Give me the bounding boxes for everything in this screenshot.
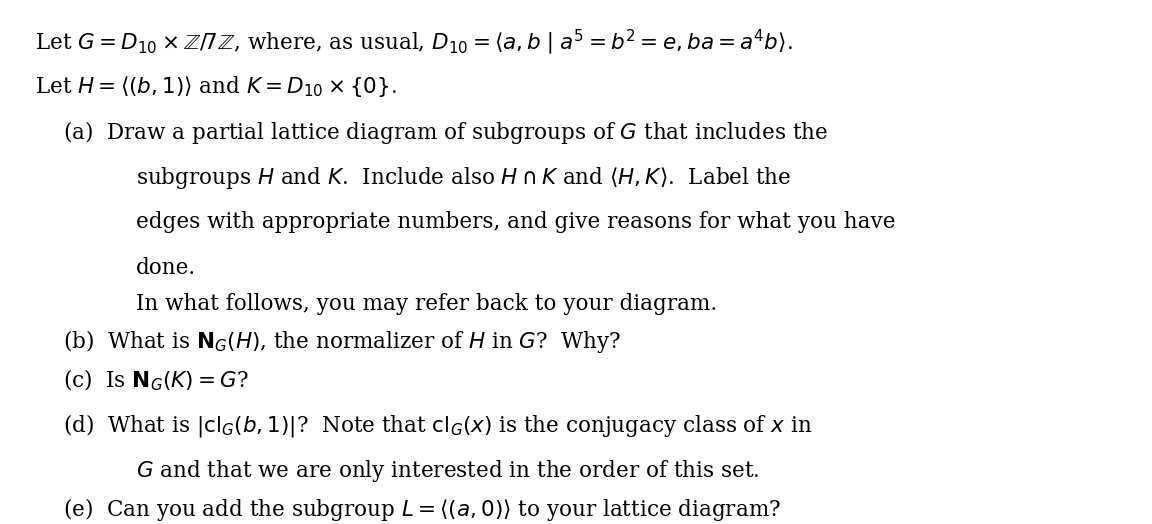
Text: (c)  Is $\mathbf{N}_{G}(K) = G$?: (c) Is $\mathbf{N}_{G}(K) = G$? [63, 368, 249, 394]
Text: Let $H = \langle(b, 1)\rangle$ and $K = D_{10} \times \{0\}$.: Let $H = \langle(b, 1)\rangle$ and $K = … [35, 74, 396, 99]
Text: Let $G = D_{10} \times \mathbb{Z}/7\mathbb{Z}$, where, as usual, $D_{10} = \lang: Let $G = D_{10} \times \mathbb{Z}/7\math… [35, 28, 793, 58]
Text: done.: done. [136, 257, 196, 279]
Text: (a)  Draw a partial lattice diagram of subgroups of $G$ that includes the: (a) Draw a partial lattice diagram of su… [63, 119, 828, 146]
Text: In what follows, you may refer back to your diagram.: In what follows, you may refer back to y… [136, 292, 717, 314]
Text: (e)  Can you add the subgroup $L = \langle(a, 0)\rangle$ to your lattice diagram: (e) Can you add the subgroup $L = \langl… [63, 496, 781, 523]
Text: edges with appropriate numbers, and give reasons for what you have: edges with appropriate numbers, and give… [136, 211, 895, 233]
Text: subgroups $H$ and $K$.  Include also $H \cap K$ and $\langle H, K\rangle$.  Labe: subgroups $H$ and $K$. Include also $H \… [136, 165, 791, 191]
Text: (b)  What is $\mathbf{N}_{G}(H)$, the normalizer of $H$ in $G$?  Why?: (b) What is $\mathbf{N}_{G}(H)$, the nor… [63, 329, 622, 355]
Text: (d)  What is $|\mathrm{cl}_{G}(b, 1)|$?  Note that $\mathrm{cl}_{G}(x)$ is the c: (d) What is $|\mathrm{cl}_{G}(b, 1)|$? N… [63, 412, 813, 439]
Text: $G$ and that we are only interested in the order of this set.: $G$ and that we are only interested in t… [136, 458, 759, 484]
